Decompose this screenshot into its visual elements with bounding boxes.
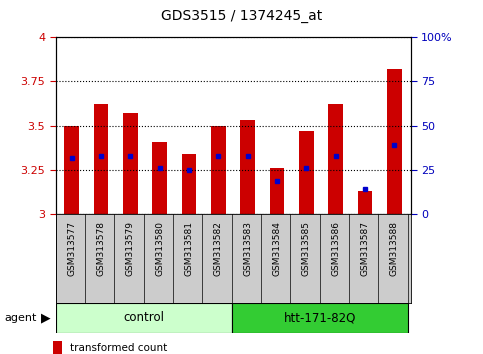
Text: GDS3515 / 1374245_at: GDS3515 / 1374245_at [161,9,322,23]
Text: GSM313580: GSM313580 [155,221,164,276]
Bar [56,303,231,333]
Text: GSM313587: GSM313587 [361,221,369,276]
Text: GSM313585: GSM313585 [302,221,311,276]
Text: GSM313581: GSM313581 [185,221,194,276]
Bar [387,69,402,214]
Text: htt-171-82Q: htt-171-82Q [284,311,356,324]
Text: agent: agent [5,313,37,323]
Bar [358,191,372,214]
Text: GSM313584: GSM313584 [272,221,282,276]
Bar [64,126,79,214]
Bar [53,341,62,354]
Bar [241,120,255,214]
Bar [231,303,408,333]
Bar [328,104,343,214]
Text: ▶: ▶ [41,311,51,324]
Text: GSM313579: GSM313579 [126,221,135,276]
Text: transformed count: transformed count [70,343,167,353]
Text: GSM313577: GSM313577 [67,221,76,276]
Bar [211,126,226,214]
Bar [299,131,314,214]
Bar [94,104,108,214]
Text: GSM313583: GSM313583 [243,221,252,276]
Text: control: control [123,311,164,324]
Text: GSM313588: GSM313588 [390,221,399,276]
Bar [152,142,167,214]
Text: GSM313578: GSM313578 [97,221,105,276]
Bar [182,154,197,214]
Text: GSM313586: GSM313586 [331,221,340,276]
Bar [123,113,138,214]
Text: GSM313582: GSM313582 [214,221,223,276]
Bar [270,168,284,214]
